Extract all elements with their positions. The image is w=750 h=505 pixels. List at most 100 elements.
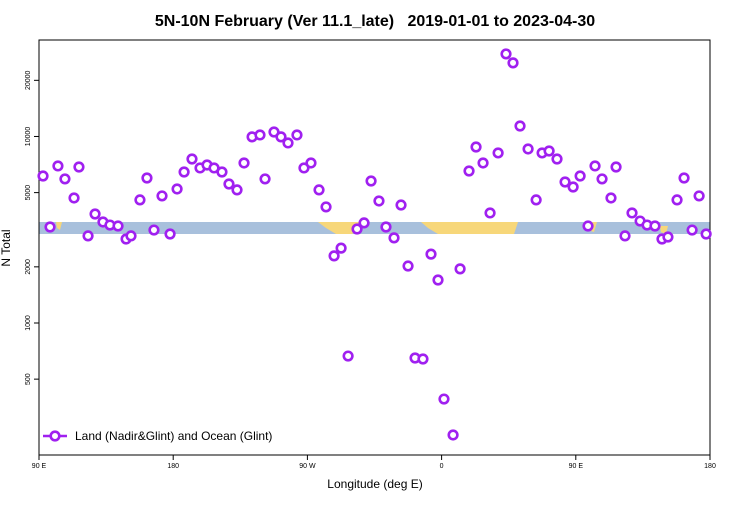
point (259, 173, 271, 185)
point (686, 224, 698, 236)
point (626, 207, 638, 219)
y-tick-label: 2000 (25, 259, 32, 275)
point (291, 129, 303, 141)
plot-frame (38, 39, 711, 456)
point (125, 230, 137, 242)
y-tick-label: 1000 (25, 315, 32, 331)
point (567, 181, 579, 193)
y-tick-label: 5000 (25, 185, 32, 201)
point (463, 165, 475, 177)
point (365, 175, 377, 187)
point (351, 223, 363, 235)
point (148, 224, 160, 236)
point (52, 160, 64, 172)
point (507, 57, 519, 69)
point (37, 170, 49, 182)
point (522, 143, 534, 155)
point (171, 183, 183, 195)
point (589, 160, 601, 172)
point (582, 220, 594, 232)
point (530, 194, 542, 206)
point (447, 429, 459, 441)
point (500, 48, 512, 60)
point (700, 228, 712, 240)
point (395, 199, 407, 211)
point (82, 230, 94, 242)
point (238, 157, 250, 169)
point (543, 145, 555, 157)
point (156, 190, 168, 202)
x-tick-label: 180 (167, 463, 179, 470)
point (59, 173, 71, 185)
point (438, 393, 450, 405)
point (454, 263, 466, 275)
point (298, 162, 310, 174)
point (388, 232, 400, 244)
ocean-band (39, 222, 710, 234)
x-tick-label: 180 (704, 463, 716, 470)
point (313, 184, 325, 196)
point (477, 157, 489, 169)
y-axis-label: N Total (0, 229, 13, 266)
point (44, 221, 56, 233)
point (254, 129, 266, 141)
legend-label: Land (Nadir&Glint) and Ocean (Glint) (75, 429, 272, 443)
point (559, 176, 571, 188)
point (574, 170, 586, 182)
point (596, 173, 608, 185)
point (282, 137, 294, 149)
point (178, 166, 190, 178)
point (380, 221, 392, 233)
point (73, 161, 85, 173)
point (432, 274, 444, 286)
point (402, 260, 414, 272)
point (335, 242, 347, 254)
point (551, 153, 563, 165)
x-tick-label: 0 (440, 463, 444, 470)
point (134, 194, 146, 206)
point (662, 231, 674, 243)
point (342, 350, 354, 362)
y-tick-label: 20000 (25, 70, 32, 90)
x-axis-label: Longitude (deg E) (327, 477, 422, 491)
point (164, 228, 176, 240)
point (619, 230, 631, 242)
point (186, 153, 198, 165)
point (514, 120, 526, 132)
land-patch (56, 222, 62, 230)
point (425, 248, 437, 260)
point (610, 161, 622, 173)
point (693, 190, 705, 202)
point (231, 184, 243, 196)
point (470, 141, 482, 153)
x-tick-label: 90 E (32, 463, 47, 470)
x-tick-label: 90 E (569, 463, 584, 470)
point (328, 250, 340, 262)
point (89, 208, 101, 220)
land-patch (421, 222, 518, 234)
point (112, 220, 124, 232)
y-tick-label: 10000 (25, 127, 32, 147)
point (320, 201, 332, 213)
point (223, 178, 235, 190)
x-tick-label: 90 W (299, 463, 316, 470)
point (678, 172, 690, 184)
map-strip (39, 222, 710, 234)
point (275, 131, 287, 143)
point (605, 192, 617, 204)
point (216, 166, 228, 178)
chart-title: 5N-10N February (Ver 11.1_late) 2019-01-… (155, 13, 595, 30)
point (305, 157, 317, 169)
y-tick-label: 500 (25, 373, 32, 385)
point (492, 147, 504, 159)
point (141, 172, 153, 184)
point (358, 217, 370, 229)
point (649, 220, 661, 232)
point (373, 195, 385, 207)
point (68, 192, 80, 204)
point (484, 207, 496, 219)
point (417, 353, 429, 365)
legend-marker (49, 430, 61, 442)
